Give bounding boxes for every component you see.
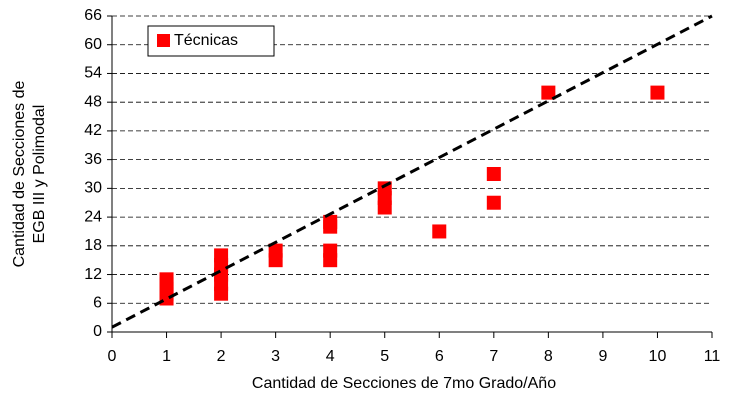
y-tick-label: 30: [84, 180, 102, 197]
x-tick-label: 9: [598, 348, 607, 365]
y-tick-label: 36: [84, 151, 102, 168]
x-tick-label: 11: [704, 348, 721, 365]
y-tick-label: 66: [84, 7, 102, 24]
point: [323, 214, 338, 229]
x-tick-label: 8: [544, 348, 553, 365]
point: [268, 243, 283, 258]
x-tick-label: 5: [380, 348, 389, 365]
x-tick-label: 4: [326, 348, 335, 365]
trendline: [111, 14, 713, 329]
legend-label: Técnicas: [174, 32, 238, 49]
y-tick-label: 12: [84, 266, 102, 283]
x-tick-label: 7: [489, 348, 498, 365]
point: [159, 272, 174, 287]
y-tick-label: 24: [84, 208, 102, 225]
y-tick-label: 42: [84, 122, 102, 139]
point: [650, 85, 665, 100]
y-tick-label: 0: [93, 323, 102, 340]
x-axis-label: Cantidad de Secciones de 7mo Grado/Año: [252, 375, 556, 392]
point: [432, 224, 447, 239]
x-tick-label: 6: [435, 348, 444, 365]
point: [486, 195, 501, 210]
point: [541, 85, 556, 100]
y-tick-label: 54: [84, 65, 102, 82]
point: [323, 243, 338, 258]
x-tick-label: 0: [108, 348, 117, 365]
y-tick-label: 60: [84, 36, 102, 53]
x-tick-label: 3: [271, 348, 280, 365]
y-axis-label: Cantidad de Secciones de: [11, 81, 28, 268]
point: [214, 248, 229, 263]
legend-swatch: [157, 34, 170, 47]
y-tick-label: 18: [84, 237, 102, 254]
y-tick-label: 48: [84, 93, 102, 110]
x-tick-label: 1: [162, 348, 171, 365]
x-tick-label: 2: [217, 348, 226, 365]
y-axis-label: EGB III y Polimodal: [31, 105, 48, 244]
point: [486, 167, 501, 181]
y-tick-label: 6: [93, 294, 102, 311]
x-tick-label: 10: [649, 348, 667, 365]
